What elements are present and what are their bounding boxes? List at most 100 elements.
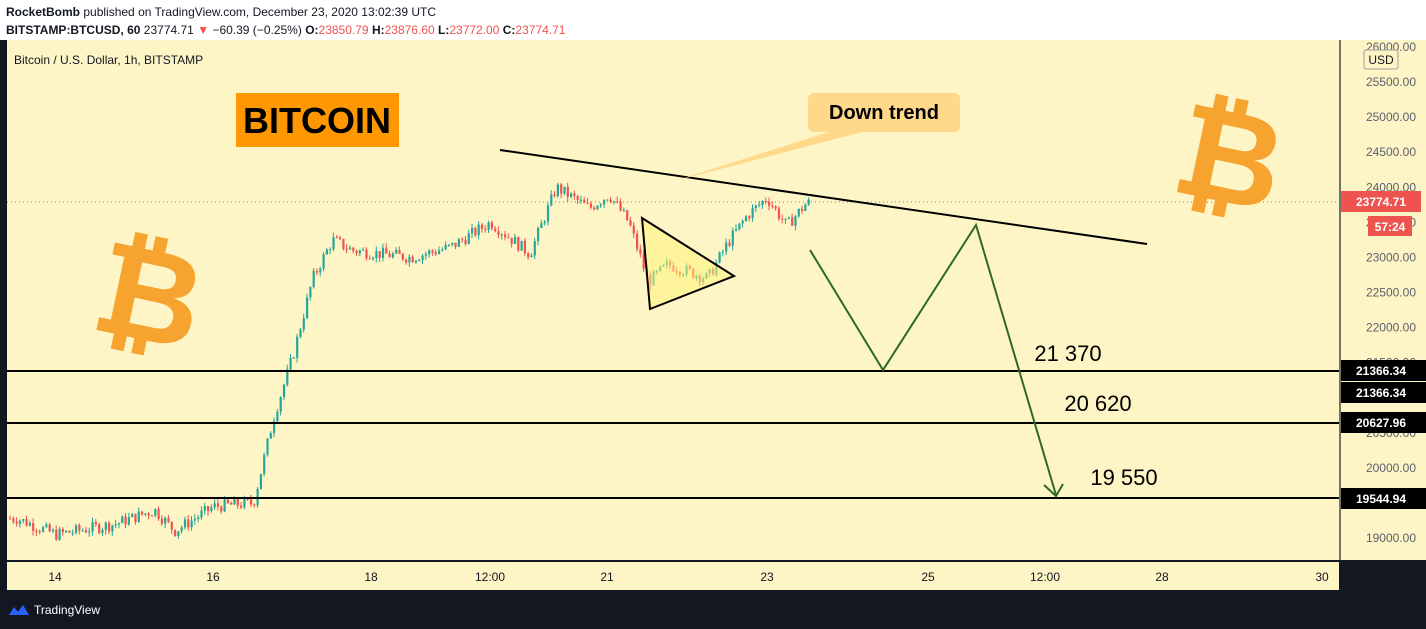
candle-body	[520, 240, 523, 251]
candle-body	[566, 186, 569, 197]
candle	[42, 525, 45, 533]
candle	[348, 245, 352, 250]
arrowhead-icon	[1043, 483, 1064, 498]
triangle-pattern[interactable]	[640, 216, 737, 311]
candle-body	[744, 216, 748, 221]
candle-body	[124, 516, 127, 525]
candle	[768, 197, 771, 211]
candle	[797, 208, 800, 218]
candle	[174, 529, 177, 537]
candle	[108, 520, 111, 535]
candle-body	[174, 529, 177, 536]
candle-body	[474, 227, 477, 236]
usd-badge[interactable]: USD	[1363, 49, 1399, 70]
candle-body	[771, 205, 774, 207]
candle-body	[444, 244, 447, 250]
candle	[200, 506, 203, 521]
candle-body	[197, 517, 200, 519]
candle-body	[345, 248, 348, 250]
price-axis[interactable]	[1341, 40, 1426, 560]
candle-body	[573, 193, 576, 197]
candle-body	[240, 505, 243, 508]
candle-body	[22, 519, 25, 521]
candle	[315, 268, 319, 276]
candle-body	[533, 241, 536, 256]
time-labels: 14 16 18 12:00 21 23 25 12:00 28 30	[48, 570, 1329, 584]
time-axis[interactable]	[7, 562, 1339, 590]
candle	[510, 237, 513, 248]
candle-body	[71, 532, 74, 534]
tradingview-logo-icon[interactable]	[8, 603, 30, 617]
projection-path[interactable]	[809, 222, 1064, 498]
level-badge-1	[1341, 360, 1426, 381]
candle-body	[494, 228, 497, 232]
candle	[543, 220, 546, 226]
price-chart[interactable]: Bitcoin / U.S. Dollar, 1h, BITSTAMP 2600…	[0, 40, 1426, 590]
candle-body	[725, 242, 728, 252]
candle-body	[764, 201, 767, 203]
candle	[203, 502, 206, 515]
candle	[18, 519, 22, 528]
candle	[619, 198, 622, 212]
candle	[629, 217, 632, 227]
candle-body	[586, 202, 589, 204]
price-tick-7: 22500.00	[1366, 286, 1416, 300]
candle-body	[273, 421, 276, 434]
candle	[774, 205, 777, 211]
candle	[385, 243, 388, 254]
candle	[438, 246, 441, 255]
candle	[421, 254, 424, 265]
candle-body	[576, 196, 579, 201]
candle-body	[91, 522, 94, 532]
trendline[interactable]	[499, 149, 1148, 245]
candle	[731, 227, 734, 251]
candle-body	[527, 253, 530, 258]
candle-body	[372, 258, 375, 260]
candle-body	[243, 498, 246, 508]
candle-body	[395, 249, 398, 254]
candle	[9, 515, 12, 520]
candle	[61, 527, 64, 536]
candle	[88, 527, 91, 537]
down-trend-callout[interactable]: Down trend	[678, 93, 960, 180]
price-tick-1: 25500.00	[1366, 75, 1416, 89]
candle-body	[299, 329, 302, 337]
candle-body	[167, 517, 170, 522]
candle	[378, 251, 381, 262]
author-name[interactable]: RocketBomb	[6, 5, 81, 19]
candle-body	[589, 203, 592, 208]
low-label: L:	[438, 23, 450, 37]
candle-body	[253, 504, 256, 506]
candle-body	[421, 255, 424, 261]
candle	[137, 507, 140, 523]
bitcoin-label[interactable]: BITCOIN	[236, 93, 399, 147]
candle-body	[629, 220, 632, 226]
publish-info: RocketBomb published on TradingView.com,…	[6, 5, 436, 19]
candle-body	[540, 223, 543, 229]
candle	[593, 205, 596, 211]
candle	[596, 204, 599, 211]
candle-body	[794, 216, 797, 226]
candle-body	[18, 520, 22, 524]
candle-body	[329, 249, 332, 251]
candle	[513, 233, 517, 244]
candle-body	[563, 186, 566, 194]
candle-body	[550, 194, 553, 206]
candle-body	[249, 499, 253, 505]
candle	[444, 241, 447, 251]
target-label-1: 21 370	[1034, 341, 1101, 366]
candle-body	[12, 518, 15, 522]
candle-body	[441, 249, 444, 251]
support-levels[interactable]	[7, 370, 1339, 499]
candle-body	[32, 523, 35, 531]
candle-body	[391, 253, 394, 258]
candle-body	[500, 234, 503, 236]
candle-body	[741, 220, 744, 224]
candle-body	[276, 411, 279, 422]
candle-body	[797, 208, 800, 217]
tradingview-brand[interactable]: TradingView	[34, 603, 101, 617]
candle	[127, 512, 130, 526]
candle-body	[203, 506, 206, 511]
candle	[150, 514, 154, 517]
candle	[787, 216, 790, 220]
